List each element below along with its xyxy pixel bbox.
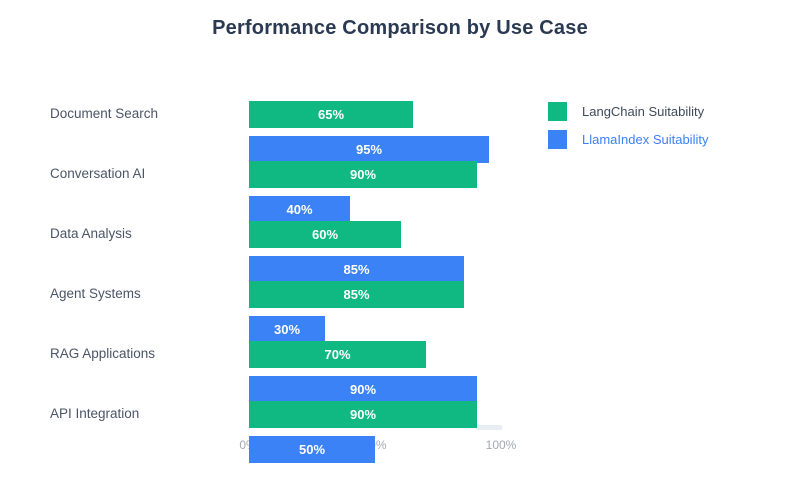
bar-value-label: 85%: [343, 262, 370, 277]
legend-swatch-langchain: [548, 102, 567, 121]
bar-langchain-suitability-api-integration[interactable]: 90%: [249, 401, 477, 428]
bar-llamaindex-suitability-agent-systems[interactable]: 30%: [249, 316, 325, 343]
legend-item-llamaindex[interactable]: LlamaIndex Suitability: [548, 130, 708, 149]
bar-llamaindex-suitability-document-search[interactable]: 95%: [249, 136, 489, 163]
bar-langchain-suitability-data-analysis[interactable]: 60%: [249, 221, 401, 248]
bar-value-label: 65%: [317, 107, 345, 122]
legend-item-langchain[interactable]: LangChain Suitability: [548, 102, 704, 121]
plot-edge-band: [476, 425, 502, 430]
category-label-data-analysis: Data Analysis: [50, 226, 132, 241]
bar-value-label: 85%: [343, 287, 370, 302]
legend-swatch-llamaindex: [548, 130, 567, 149]
bar-llamaindex-suitability-data-analysis[interactable]: 85%: [249, 256, 464, 283]
bar-langchain-suitability-agent-systems[interactable]: 85%: [249, 281, 464, 308]
legend-label-langchain: LangChain Suitability: [582, 104, 705, 119]
bar-langchain-suitability-document-search[interactable]: 65%: [249, 101, 413, 128]
bar-langchain-suitability-rag-applications[interactable]: 70%: [249, 341, 426, 368]
bar-langchain-suitability-conversation-ai[interactable]: 90%: [249, 161, 477, 188]
category-label-api-integration: API Integration: [50, 406, 140, 421]
bar-llamaindex-suitability-rag-applications[interactable]: 90%: [249, 376, 477, 403]
bar-value-label: 40%: [286, 202, 313, 217]
x-tick-label: 100%: [485, 438, 517, 452]
chart-title: Performance Comparison by Use Case: [212, 17, 588, 39]
bar-llamaindex-suitability-api-integration[interactable]: 50%: [249, 436, 375, 463]
bar-value-label: 50%: [298, 442, 326, 457]
category-label-agent-systems: Agent Systems: [50, 286, 141, 301]
bar-llamaindex-suitability-conversation-ai[interactable]: 40%: [249, 196, 350, 223]
category-label-document-search: Document Search: [50, 106, 159, 121]
bar-value-label: 60%: [311, 227, 339, 242]
bar-value-label: 90%: [349, 407, 377, 422]
bar-value-label: 90%: [349, 382, 377, 397]
category-label-rag-applications: RAG Applications: [50, 346, 156, 361]
category-label-conversation-ai: Conversation AI: [50, 166, 146, 181]
bar-value-label: 30%: [273, 322, 301, 337]
legend-label-llamaindex: LlamaIndex Suitability: [582, 132, 709, 147]
bar-value-label: 95%: [355, 142, 383, 157]
bar-value-label: 90%: [349, 167, 377, 182]
bar-value-label: 70%: [324, 347, 351, 362]
